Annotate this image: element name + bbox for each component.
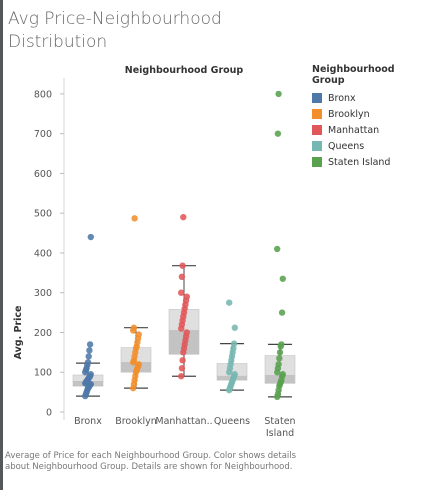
- data-point: [179, 262, 186, 269]
- data-point: [178, 289, 185, 296]
- data-point: [180, 213, 187, 221]
- x-tick-label: Island: [266, 428, 294, 439]
- legend-item-bronx[interactable]: Bronx: [312, 90, 425, 106]
- plot-header: Neighbourhood Group: [125, 65, 244, 76]
- y-tick-label: 100: [34, 368, 52, 379]
- data-point: [178, 365, 186, 372]
- data-point: [276, 355, 283, 362]
- legend-swatch: [312, 125, 322, 135]
- legend-label: Queens: [328, 140, 365, 152]
- chart-caption: Average of Price for each Neighbourhood …: [5, 451, 297, 472]
- y-axis-title: Avg. Price: [13, 306, 24, 360]
- data-point: [86, 347, 93, 354]
- x-tick-label: Bronx: [74, 416, 102, 427]
- x-tick-label: Brooklyn: [115, 416, 157, 427]
- data-point: [87, 233, 95, 241]
- legend-swatch: [312, 93, 322, 103]
- legend-label: Brooklyn: [328, 108, 370, 120]
- y-tick-label: 400: [34, 248, 52, 259]
- data-point: [230, 345, 237, 352]
- window-edge: [0, 0, 3, 490]
- legend-swatch: [312, 141, 322, 151]
- data-point: [231, 324, 238, 331]
- legend-item-staten-island[interactable]: Staten Island: [312, 154, 425, 170]
- data-point: [230, 340, 238, 347]
- data-point: [179, 357, 186, 364]
- legend-label: Staten Island: [328, 156, 391, 168]
- y-tick-label: 0: [46, 408, 52, 419]
- data-point: [183, 293, 190, 300]
- y-tick-label: 200: [34, 328, 52, 339]
- data-point: [178, 273, 186, 281]
- data-point: [84, 359, 92, 366]
- data-point: [85, 353, 92, 360]
- data-point: [278, 341, 285, 348]
- data-point: [231, 371, 238, 378]
- x-tick-label: Staten: [264, 416, 295, 427]
- data-point: [276, 349, 284, 356]
- data-point: [279, 371, 286, 378]
- data-point: [135, 331, 142, 338]
- data-point: [86, 341, 94, 348]
- data-point: [275, 361, 282, 368]
- data-point: [279, 275, 286, 282]
- legend-label: Bronx: [328, 92, 356, 104]
- data-point: [226, 299, 233, 306]
- data-point: [274, 245, 281, 253]
- legend-swatch: [312, 157, 322, 167]
- y-tick-label: 800: [34, 89, 52, 100]
- data-point: [130, 324, 138, 331]
- legend-item-queens[interactable]: Queens: [312, 138, 425, 154]
- y-tick-label: 500: [34, 209, 52, 220]
- y-tick-label: 700: [34, 129, 52, 140]
- legend: Neighbourhood Group Bronx Brooklyn Manhatt…: [312, 64, 425, 170]
- y-tick-label: 300: [34, 288, 52, 299]
- x-tick-label: Queens: [214, 416, 250, 427]
- legend-title: Neighbourhood Group: [312, 64, 395, 86]
- data-point: [275, 90, 282, 98]
- data-point: [87, 371, 95, 378]
- y-tick-label: 600: [34, 169, 52, 180]
- legend-label: Manhattan: [328, 124, 380, 136]
- legend-item-manhattan[interactable]: Manhattan: [312, 122, 425, 138]
- data-point: [131, 215, 138, 222]
- x-tick-label: Manhattan..: [155, 416, 212, 427]
- data-point: [274, 130, 282, 137]
- legend-item-brooklyn[interactable]: Brooklyn: [312, 106, 425, 122]
- legend-swatch: [312, 109, 322, 119]
- data-point: [178, 373, 185, 380]
- data-point: [135, 361, 142, 368]
- data-point: [278, 309, 286, 316]
- chart-title: Avg Price-Neighbourhood Distribution: [8, 9, 222, 52]
- data-point: [183, 329, 190, 336]
